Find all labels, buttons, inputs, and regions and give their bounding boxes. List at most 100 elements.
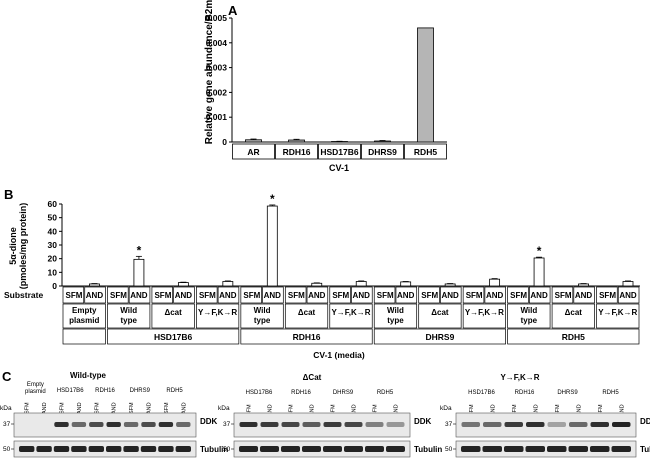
mw-marker-37: 37 <box>445 421 453 428</box>
substrate-box-sfm <box>107 286 129 304</box>
substrate-sfm-label: SFM <box>66 291 83 300</box>
group-label-box <box>551 303 595 329</box>
lane-label: AND <box>112 402 118 414</box>
substrate-sfm-label: SFM <box>377 291 394 300</box>
panel-b-bar <box>89 283 100 287</box>
ddk-band <box>141 422 156 427</box>
blot-enzyme-label: DHRS9 <box>557 390 578 396</box>
blot-enzyme-label: RDH16 <box>291 390 311 396</box>
panel-a-category-box <box>232 143 275 160</box>
substrate-and-label: AND <box>530 291 548 300</box>
enzyme-label-box <box>373 328 506 345</box>
panel-b-y-axis-label-line1: 5α-dione <box>8 227 18 265</box>
lane-label: SFM <box>164 402 170 414</box>
mw-marker-50: 50 <box>3 446 11 453</box>
substrate-box-sfm <box>329 286 351 304</box>
ddk-band <box>365 422 384 427</box>
blot-enzyme-label: DHRS9 <box>130 388 151 394</box>
panel-a-category-box <box>275 143 318 160</box>
empty-plasmid-label: Empty <box>27 382 44 388</box>
ddk-band <box>302 422 321 427</box>
group-label-box <box>329 303 373 329</box>
panel-a-y-axis-label: Relative gene abundance/B2m <box>204 0 215 144</box>
group-label: type <box>120 316 137 325</box>
tubulin-band <box>482 446 502 452</box>
tubulin-band <box>71 446 87 452</box>
panel-b-bar <box>311 282 323 287</box>
tubulin-band <box>106 446 122 452</box>
panel-b-letter: B <box>4 187 13 202</box>
substrate-box-sfm <box>151 286 174 304</box>
tubulin-band <box>302 446 321 452</box>
mw-marker-37: 37 <box>3 421 11 428</box>
ddk-label: DDK <box>414 417 432 426</box>
lane-label: SFM <box>512 404 518 416</box>
panel-b-bar <box>578 283 589 287</box>
tubulin-band <box>590 446 610 452</box>
panel-b-y-tick-label: 10 <box>48 267 58 277</box>
lane-label: SFM <box>25 402 31 414</box>
enzyme-label: DHRS9 <box>426 332 455 342</box>
panel-a-bar <box>245 139 262 143</box>
lane-label: SFM <box>331 404 337 416</box>
tubulin-band <box>175 446 191 452</box>
tubulin-label: Tubulin <box>200 445 228 454</box>
lane-label: SFM <box>373 404 379 416</box>
tubulin-band <box>281 446 300 452</box>
tubulin-label: Tubulin <box>414 445 442 454</box>
ddk-band <box>344 422 363 427</box>
ddk-band <box>461 422 480 427</box>
substrate-box-and <box>262 286 284 304</box>
group-label-box <box>373 303 418 329</box>
panel-b-bar <box>222 281 234 287</box>
tubulin-band <box>36 446 52 452</box>
mw-marker-37: 37 <box>223 421 231 428</box>
blot-title: ΔCat <box>303 373 322 382</box>
enzyme-label-box <box>507 328 640 345</box>
group-label: plasmid <box>69 316 99 325</box>
western-blot: ΔCat HSD17B6 RDH16 DHRS9 RDH5 SFM AND SFM AND SFM… <box>218 373 442 458</box>
lane-label: AND <box>490 404 496 416</box>
blot-enzyme-label: RDH5 <box>166 388 183 394</box>
lane-label: AND <box>42 402 48 414</box>
tubulin-band <box>158 446 174 452</box>
tubulin-band <box>461 446 481 452</box>
panel-a-bar <box>288 139 305 143</box>
group-label: type <box>254 316 271 325</box>
substrate-box-and <box>617 286 640 304</box>
group-label: Wild <box>254 306 271 315</box>
substrate-sfm-label: SFM <box>154 291 171 300</box>
enzyme-label-box-empty <box>62 328 106 345</box>
substrate-sfm-label: SFM <box>288 291 305 300</box>
substrate-box-sfm <box>196 286 218 304</box>
group-label: Wild <box>387 306 404 315</box>
panel-b-bar <box>133 258 145 287</box>
substrate-box-and <box>128 286 151 304</box>
panel-a-y-tick-label: 0.001 <box>206 112 228 122</box>
significance-asterisk: * <box>137 243 142 257</box>
ddk-band <box>123 422 139 427</box>
tubulin-band <box>525 446 545 452</box>
ddk-band <box>547 422 566 427</box>
ddk-band <box>386 422 405 427</box>
panel-b-y-tick-label: 40 <box>48 226 58 236</box>
group-label-box <box>107 303 151 329</box>
substrate-box-sfm <box>551 286 574 304</box>
ddk-band <box>323 422 342 427</box>
panel-a-category-box <box>404 143 447 160</box>
panel-a-bar <box>374 140 391 143</box>
panel-a-letter: A <box>228 3 238 18</box>
ddk-band <box>176 422 191 427</box>
tubulin-band <box>386 446 405 452</box>
substrate-sfm-label: SFM <box>243 291 260 300</box>
panel-a-category-box <box>318 143 361 160</box>
panel-b-y-tick-label: 0 <box>52 281 57 291</box>
substrate-sfm-label: SFM <box>199 291 216 300</box>
group-label-box <box>462 303 506 329</box>
kda-label: kDa <box>0 405 12 412</box>
group-label: type <box>387 316 404 325</box>
group-label: Δcat <box>298 308 316 317</box>
substrate-sfm-label: SFM <box>110 291 127 300</box>
panel-b-bar <box>400 281 412 287</box>
